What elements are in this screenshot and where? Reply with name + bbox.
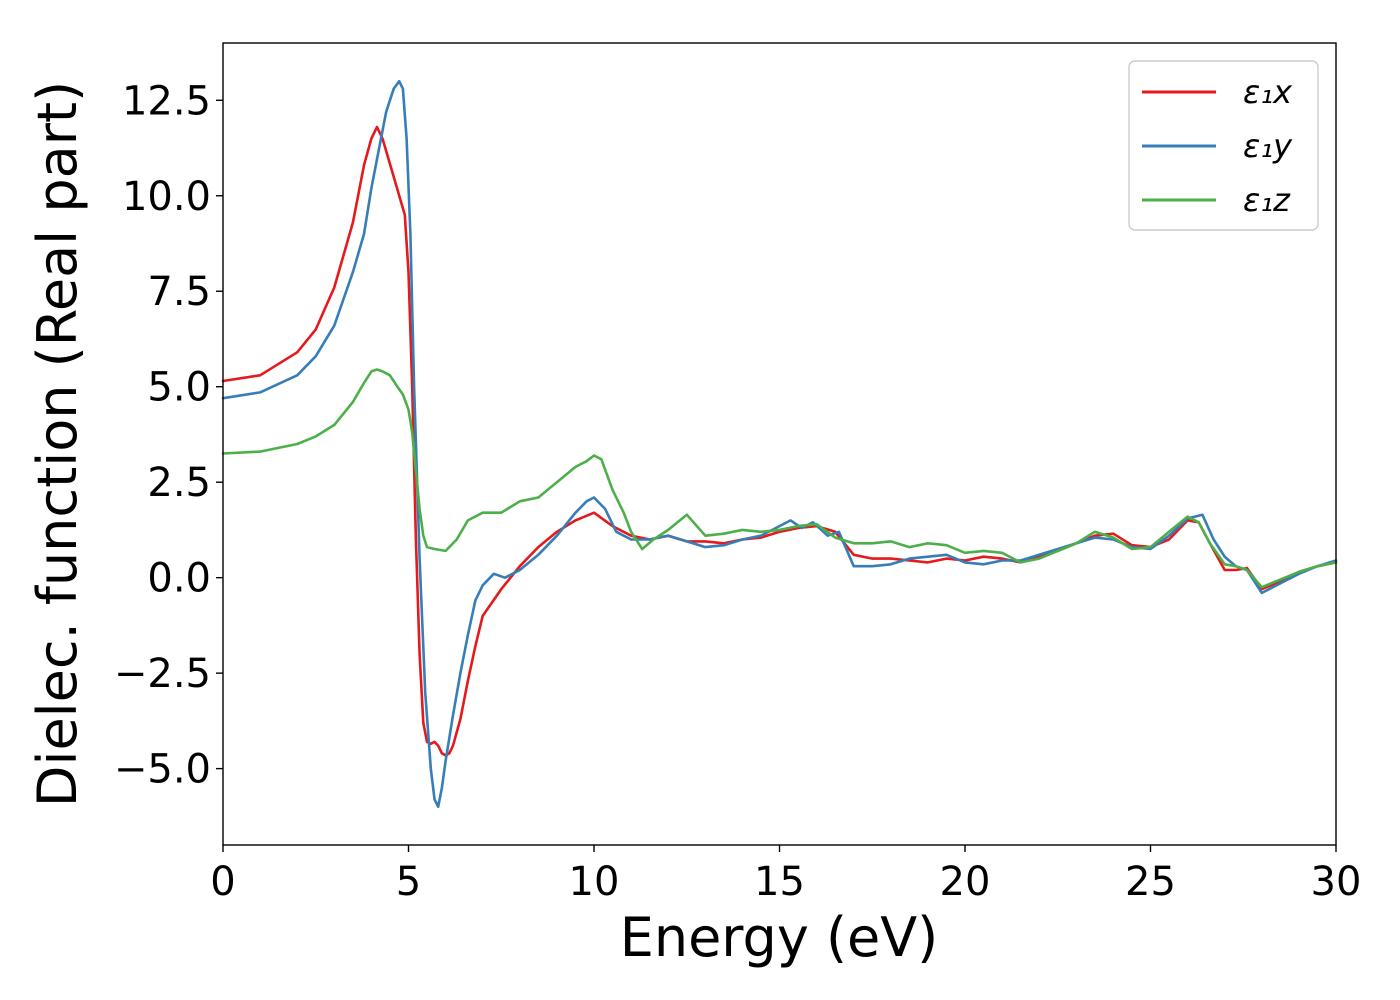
y-tick-label: −2.5 bbox=[114, 651, 211, 697]
y-tick-label: 2.5 bbox=[147, 460, 211, 506]
y-tick-label: 7.5 bbox=[147, 269, 211, 315]
x-tick-label: 25 bbox=[1125, 859, 1176, 905]
y-tick-label: 12.5 bbox=[122, 78, 211, 124]
x-axis-title: Energy (eV) bbox=[620, 906, 939, 969]
legend-box bbox=[1128, 60, 1319, 231]
y-tick-label: 0.0 bbox=[147, 556, 211, 602]
x-tick-label: 0 bbox=[210, 859, 235, 905]
x-tick-label: 20 bbox=[940, 859, 991, 905]
x-tick-label: 10 bbox=[569, 859, 620, 905]
x-tick-label: 30 bbox=[1311, 859, 1362, 905]
x-axis: 0 5 10 15 20 25 30 bbox=[210, 845, 1361, 905]
legend-label-1: ε₁x bbox=[1243, 73, 1293, 111]
y-axis: −5.0 −2.5 0.0 2.5 5.0 7.5 10.0 12.5 bbox=[114, 78, 223, 793]
y-tick-label: 5.0 bbox=[147, 365, 211, 411]
legend: ε₁x ε₁y ε₁z bbox=[1128, 60, 1319, 231]
series-layer bbox=[221, 79, 1338, 809]
y-axis-title: Dielec. function (Real part) bbox=[26, 81, 89, 807]
x-tick-label: 5 bbox=[396, 859, 421, 905]
y-tick-label: 10.0 bbox=[122, 174, 211, 220]
y-tick-label: −5.0 bbox=[114, 747, 211, 793]
legend-label-2: ε₁y bbox=[1243, 127, 1293, 165]
series-line-3 bbox=[221, 368, 1338, 589]
legend-label-3: ε₁z bbox=[1243, 181, 1291, 219]
x-tick-label: 15 bbox=[754, 859, 805, 905]
